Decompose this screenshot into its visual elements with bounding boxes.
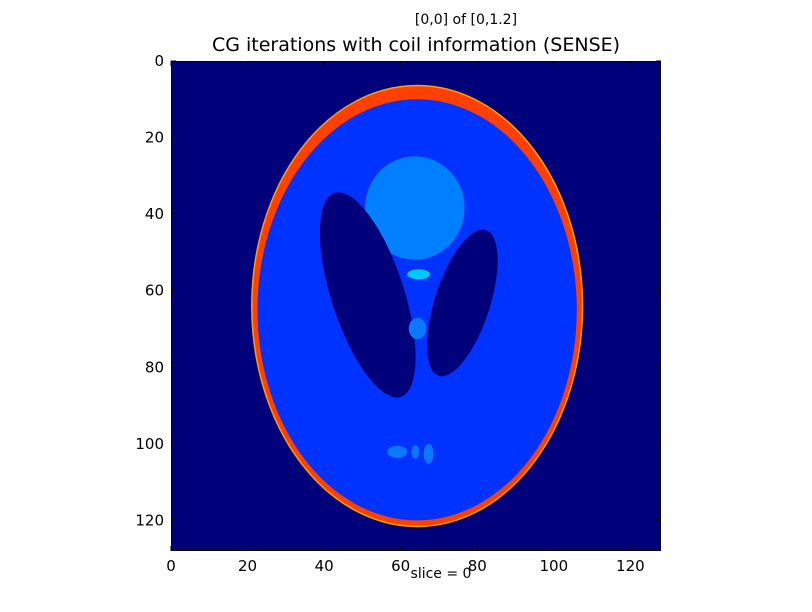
y-tick-label: 0 (154, 52, 164, 70)
heatmap-lower-spot-3 (423, 443, 434, 464)
heatmap-lower-spot-2 (411, 444, 420, 459)
x-tick-label: 20 (238, 557, 257, 575)
heatmap-bright-spot (407, 269, 431, 280)
plot-frame (171, 61, 661, 551)
chart-title: CG iterations with coil information (SEN… (211, 34, 621, 56)
x-tick-label: 60 (391, 557, 410, 575)
x-tick-label: 0 (166, 557, 176, 575)
x-tick-label: 80 (468, 557, 487, 575)
heatmap-right-dark-ellipse (427, 229, 498, 377)
y-tick-label: 120 (135, 511, 164, 529)
y-tick-label: 20 (145, 129, 164, 147)
heatmap-left-dark-ellipse (319, 192, 416, 398)
y-tick-label: 60 (145, 282, 164, 300)
heatmap-mid-spot (408, 317, 427, 340)
y-tick-label: 80 (145, 358, 164, 376)
x-tick-label: 120 (616, 557, 645, 575)
heatmap-upper-blob (365, 156, 465, 260)
x-tick-label: 40 (315, 557, 334, 575)
heatmap-lower-spot-1 (387, 445, 408, 458)
x-tick-label: 100 (539, 557, 568, 575)
range-label: [0,0] of [0,1.2] (414, 12, 518, 28)
y-tick-label: 100 (135, 435, 164, 453)
slice-label: slice = 0 (410, 566, 472, 582)
y-tick-label: 40 (145, 205, 164, 223)
heatmap-image (171, 61, 661, 551)
axis-ticks: 0 20 40 60 80 100 120 0 20 40 60 80 100 120 (135, 52, 661, 575)
